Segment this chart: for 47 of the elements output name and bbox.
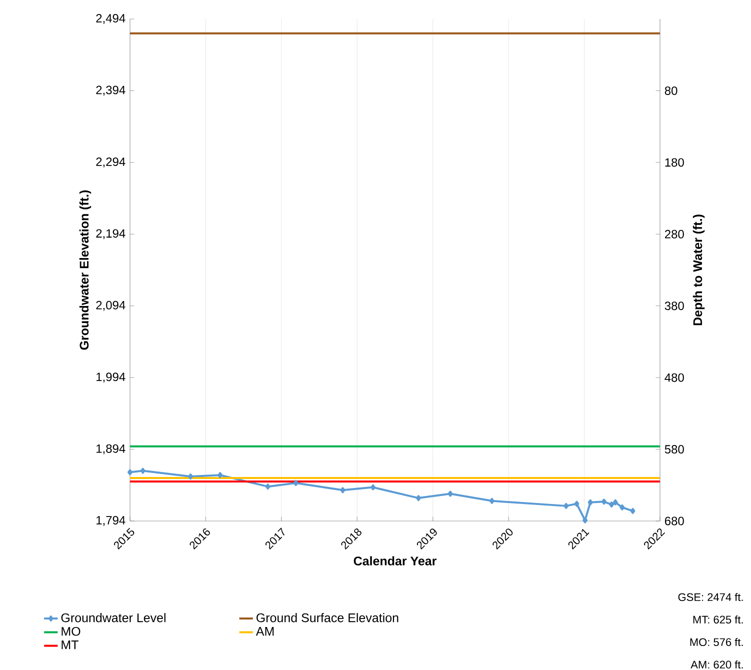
point [448, 490, 453, 497]
point [416, 495, 421, 502]
point [612, 499, 618, 506]
text: MO: 576 ft. [690, 638, 743, 646]
point [128, 469, 132, 476]
point [340, 487, 346, 494]
y2-tick-label: 580 [664, 445, 684, 454]
point [630, 508, 636, 514]
y-tick-label: 2,494 [96, 14, 126, 24]
text: AM: 620 ft. [690, 660, 743, 669]
point [609, 502, 614, 508]
y-tick-label: 2,294 [96, 157, 126, 168]
point [140, 468, 146, 474]
y2-tick-label: 180 [665, 158, 684, 167]
y-tick-label: 2,394 [96, 86, 126, 96]
legend-label: Groundwater Level [61, 613, 166, 622]
point [574, 500, 580, 507]
point [265, 484, 270, 490]
legend-label: Ground Surface Elevation [256, 613, 398, 622]
point [489, 498, 494, 504]
point [582, 517, 588, 524]
point [218, 472, 223, 478]
y2-tick-label: 80 [664, 86, 678, 95]
point [601, 498, 606, 505]
y2-axis-title: Depth to Water (ft.) [692, 214, 705, 326]
y-tick-label: 2,094 [96, 300, 126, 311]
legend-label: MO [62, 626, 80, 636]
y-axis-title: Groundwater Elevation (ft.) [79, 190, 92, 350]
x-axis-title: Calendar Year [354, 556, 436, 566]
y2-tick-label: 480 [664, 373, 684, 382]
y2-tick-label: 280 [664, 230, 684, 238]
y-tick-label: 1,994 [96, 372, 126, 383]
y2-tick-label: 680 [664, 516, 684, 526]
y-tick-label: 2,194 [96, 229, 126, 240]
y2-tick-label: 380 [664, 302, 684, 310]
point [188, 474, 194, 480]
point [620, 504, 625, 510]
y-tick-label: 1,794 [96, 516, 126, 526]
legend-label: AM [256, 627, 274, 636]
point [564, 502, 569, 509]
y-tick-label: 1,894 [96, 444, 126, 454]
point [293, 480, 298, 486]
text: GSE: 2474 ft. [678, 592, 743, 602]
point [588, 499, 593, 506]
point [370, 484, 376, 490]
legend-label: MT [62, 640, 78, 650]
text: MT: 625 ft. [693, 615, 743, 624]
